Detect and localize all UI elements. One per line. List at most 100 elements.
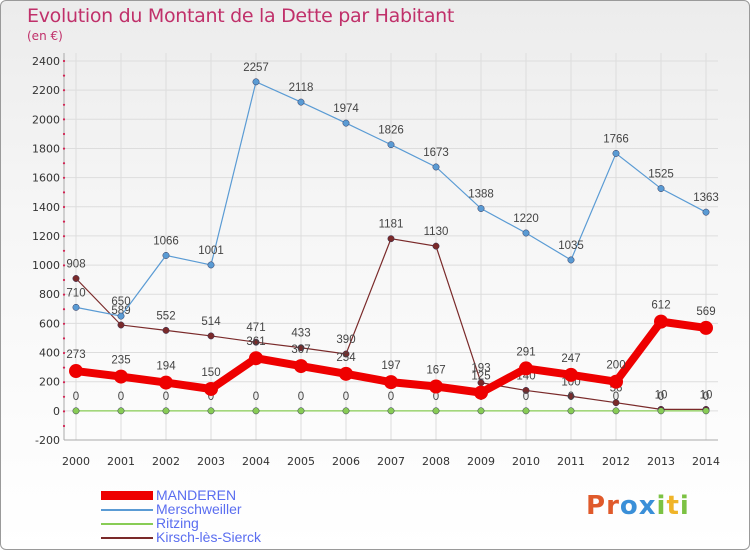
data-point — [477, 407, 485, 415]
data-label: 1035 — [558, 240, 584, 252]
data-point — [432, 242, 440, 250]
data-point — [567, 407, 575, 415]
y-axis-minor-tick — [62, 89, 66, 92]
data-label: 0 — [208, 391, 214, 403]
x-tick-label: 2013 — [647, 455, 675, 468]
data-point — [297, 98, 305, 106]
chart-title: Evolution du Montant de la Dette par Hab… — [27, 5, 455, 27]
legend-swatch — [101, 537, 153, 539]
y-tick-label: 200 — [39, 376, 60, 389]
logo-letter: P — [586, 491, 607, 521]
data-point — [72, 407, 80, 415]
data-point — [162, 407, 170, 415]
data-label: 200 — [606, 360, 625, 372]
logo-letter: x — [638, 491, 657, 521]
y-tick-label: 600 — [39, 317, 60, 330]
data-point — [522, 407, 530, 415]
data-point — [72, 303, 80, 311]
data-point — [207, 261, 215, 269]
data-label: 167 — [426, 365, 445, 377]
y-axis-minor-tick — [62, 381, 66, 384]
data-point — [387, 407, 395, 415]
data-point — [522, 229, 530, 237]
y-axis-minor-tick — [62, 308, 66, 311]
y-axis-minor-tick — [62, 395, 66, 398]
y-tick-label: 800 — [39, 288, 60, 301]
data-label: 0 — [568, 391, 574, 403]
y-axis-minor-tick — [62, 176, 66, 179]
data-label: 710 — [66, 287, 85, 299]
data-point — [342, 350, 350, 358]
y-tick-label: 400 — [39, 347, 60, 360]
data-label: 0 — [298, 391, 304, 403]
y-tick-label: -200 — [35, 434, 60, 447]
data-label: 1826 — [378, 125, 404, 137]
data-point — [612, 149, 620, 157]
y-axis-minor-tick — [62, 264, 66, 267]
logo-letter: t — [666, 491, 680, 521]
y-axis-minor-tick — [62, 278, 66, 282]
y-axis-minor-tick — [62, 249, 66, 252]
legend-label: MANDEREN — [156, 487, 237, 503]
data-label: 514 — [201, 316, 221, 328]
data-point — [429, 379, 443, 394]
data-label: 569 — [696, 306, 715, 318]
proxiti-logo: Proxiti — [586, 491, 690, 521]
y-tick-label: 1800 — [32, 142, 60, 155]
data-point — [699, 320, 713, 335]
data-point — [207, 407, 215, 415]
data-label: 390 — [336, 334, 355, 346]
data-label: 0 — [703, 391, 709, 403]
data-label: 197 — [381, 360, 400, 372]
data-label: 0 — [388, 391, 394, 403]
y-axis-minor-tick — [62, 59, 66, 63]
y-axis-minor-tick — [62, 74, 66, 77]
data-point — [564, 367, 578, 382]
data-label: 194 — [156, 361, 176, 373]
data-point — [519, 361, 533, 376]
data-label: 307 — [291, 344, 310, 356]
data-label: 0 — [658, 391, 664, 403]
data-point — [567, 256, 575, 264]
data-label: 1130 — [424, 226, 449, 238]
data-label: 1388 — [468, 189, 494, 201]
y-axis-minor-tick — [62, 191, 66, 194]
y-tick-label: 1600 — [32, 172, 60, 185]
data-label: 193 — [471, 363, 490, 375]
logo-letter: i — [656, 491, 667, 521]
y-axis-minor-tick — [62, 235, 66, 238]
data-point — [297, 344, 305, 352]
data-label: 1181 — [379, 219, 404, 231]
y-axis-minor-tick — [62, 205, 66, 209]
y-tick-label: 1400 — [32, 201, 60, 214]
data-label: 1363 — [693, 192, 719, 204]
data-point — [702, 208, 710, 216]
y-axis-minor-tick — [62, 424, 66, 428]
x-tick-label: 2002 — [152, 455, 180, 468]
data-point — [117, 321, 125, 329]
data-label: 1220 — [513, 213, 539, 225]
data-label: 254 — [336, 352, 356, 364]
data-point — [252, 338, 260, 346]
data-point — [609, 374, 623, 389]
series-ritzing: 000000000000000 — [72, 391, 710, 415]
data-point — [339, 366, 353, 381]
data-point — [567, 392, 575, 400]
x-tick-label: 2006 — [332, 455, 360, 468]
data-point — [114, 369, 128, 384]
y-axis-minor-tick — [62, 337, 66, 340]
y-axis-minor-tick — [62, 322, 66, 325]
y-tick-label: 1200 — [32, 230, 60, 243]
data-point — [249, 351, 263, 366]
chart-subtitle: (en €) — [27, 29, 63, 43]
data-label: 10 — [655, 389, 668, 401]
data-point — [252, 407, 260, 415]
x-tick-label: 2007 — [377, 455, 405, 468]
y-axis-minor-tick — [62, 147, 66, 150]
y-tick-label: 2200 — [32, 84, 60, 97]
data-point — [159, 375, 173, 390]
x-tick-label: 2005 — [287, 455, 315, 468]
data-point — [297, 407, 305, 415]
